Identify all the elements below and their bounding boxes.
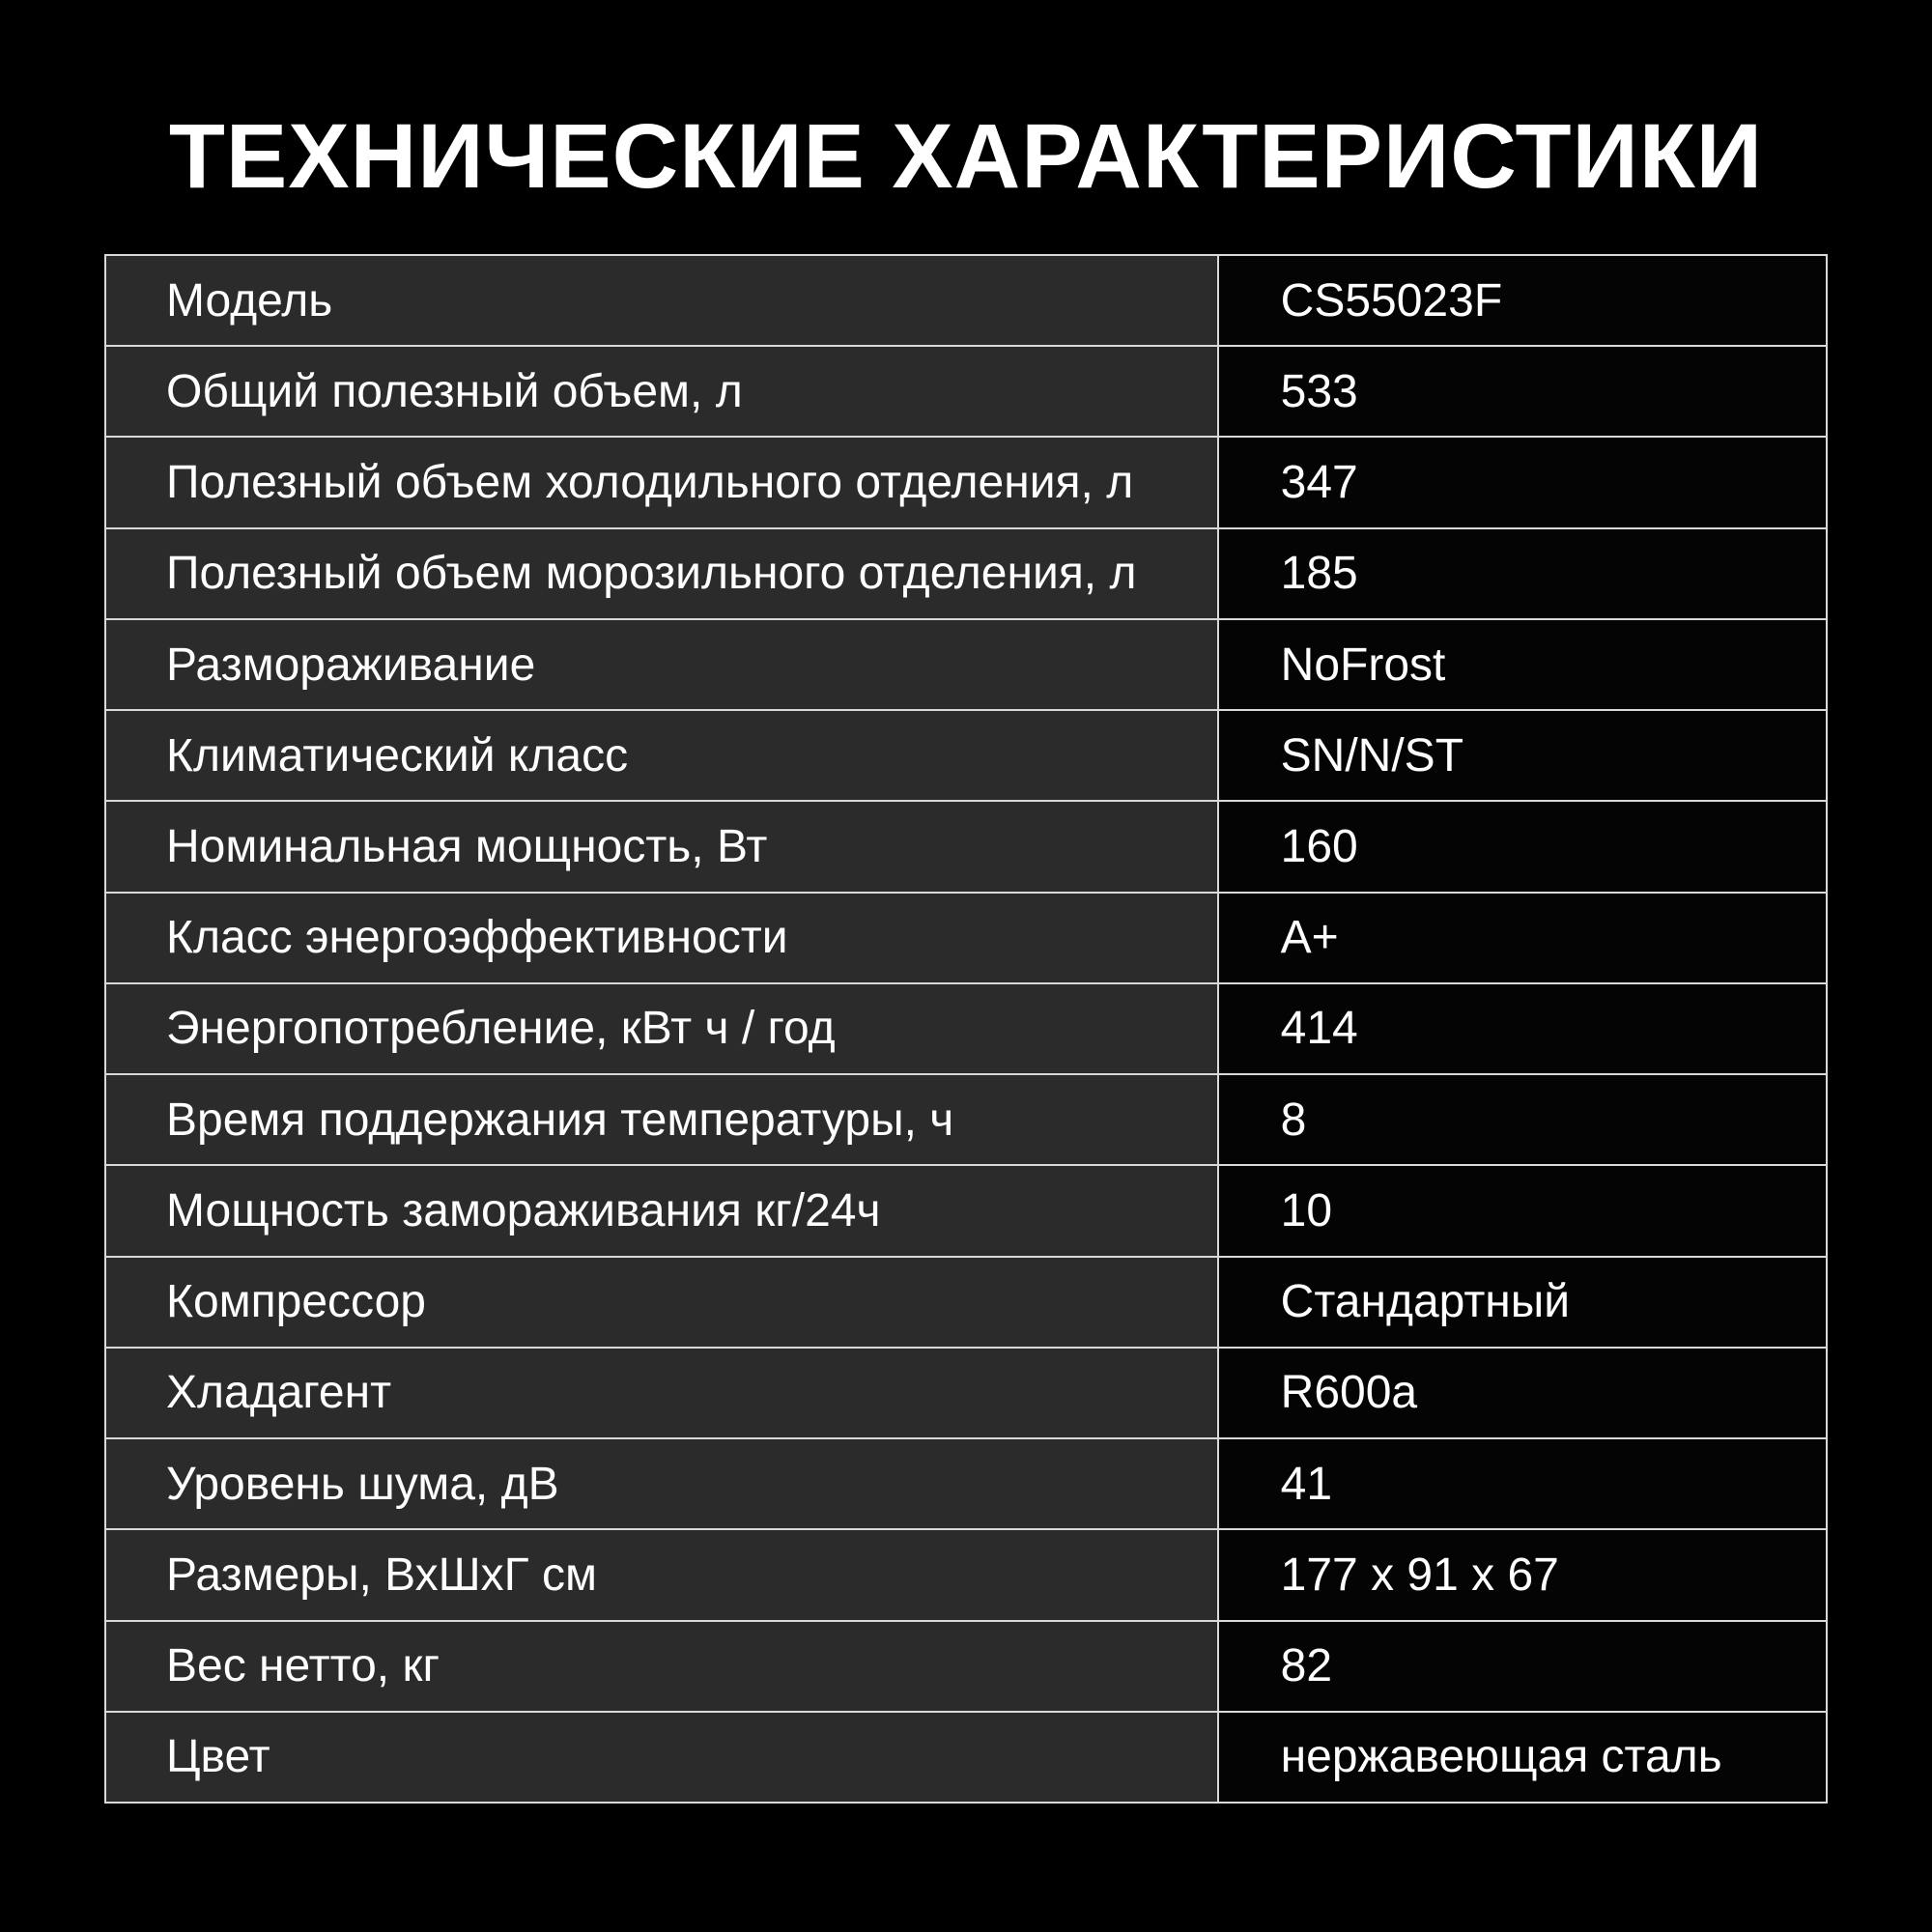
table-row: Класс энергоэффективности A+	[106, 893, 1826, 984]
spec-value: CS55023F	[1218, 256, 1826, 346]
spec-label: Вес нетто, кг	[106, 1621, 1219, 1711]
spec-label: Мощность замораживания кг/24ч	[106, 1166, 1219, 1256]
spec-table: Модель CS55023F Общий полезный объем, л …	[104, 254, 1828, 1804]
table-row: Полезный объем морозильного отделения, л…	[106, 528, 1826, 620]
spec-value: нержавеющая сталь	[1218, 1712, 1826, 1802]
table-row: Хладагент R600a	[106, 1348, 1826, 1440]
spec-label: Цвет	[106, 1712, 1219, 1802]
table-row: Цвет нержавеющая сталь	[106, 1712, 1826, 1802]
spec-label: Размеры, ВхШхГ см	[106, 1530, 1219, 1620]
spec-value: 533	[1218, 347, 1826, 437]
spec-value: 10	[1218, 1166, 1826, 1256]
spec-label: Компрессор	[106, 1257, 1219, 1347]
spec-label: Время поддержания температуры, ч	[106, 1075, 1219, 1165]
spec-value: NoFrost	[1218, 619, 1826, 710]
table-row: Общий полезный объем, л 533	[106, 347, 1826, 439]
page-title: ТЕХНИЧЕСКИЕ ХАРАКТЕРИСТИКИ	[168, 105, 1764, 208]
table-row: Время поддержания температуры, ч 8	[106, 1075, 1826, 1167]
spec-label: Модель	[106, 256, 1219, 346]
table-row: Модель CS55023F	[106, 256, 1826, 348]
spec-value: 8	[1218, 1075, 1826, 1165]
table-row: Уровень шума, дВ 41	[106, 1439, 1826, 1531]
table-row: Вес нетто, кг 82	[106, 1621, 1826, 1713]
table-row: Компрессор Стандартный	[106, 1257, 1826, 1349]
table-row: Мощность замораживания кг/24ч 10	[106, 1166, 1826, 1258]
spec-value: A+	[1218, 893, 1826, 982]
table-row: Размораживание NoFrost	[106, 619, 1826, 712]
spec-label: Размораживание	[106, 619, 1219, 710]
spec-label: Хладагент	[106, 1348, 1219, 1438]
spec-value: 414	[1218, 983, 1826, 1074]
spec-value: 41	[1218, 1439, 1826, 1529]
table-row: Полезный объем холодильного отделения, л…	[106, 438, 1826, 529]
spec-label: Климатический класс	[106, 711, 1219, 801]
spec-label: Энергопотребление, кВт ч / год	[106, 983, 1219, 1074]
spec-label: Полезный объем холодильного отделения, л	[106, 438, 1219, 527]
spec-label: Полезный объем морозильного отделения, л	[106, 528, 1219, 618]
table-row: Климатический класс SN/N/ST	[106, 711, 1826, 803]
spec-value: 160	[1218, 802, 1826, 892]
table-row: Номинальная мощность, Вт 160	[106, 802, 1826, 894]
spec-value: 177 x 91 x 67	[1218, 1530, 1826, 1620]
spec-label: Класс энергоэффективности	[106, 893, 1219, 982]
spec-value: SN/N/ST	[1218, 711, 1826, 801]
spec-value: 185	[1218, 528, 1826, 618]
spec-value: 347	[1218, 438, 1826, 527]
spec-value: 82	[1218, 1621, 1826, 1711]
spec-value: R600a	[1218, 1348, 1826, 1438]
spec-value: Стандартный	[1218, 1257, 1826, 1347]
spec-label: Общий полезный объем, л	[106, 347, 1219, 437]
table-row: Размеры, ВхШхГ см 177 x 91 x 67	[106, 1530, 1826, 1622]
spec-label: Номинальная мощность, Вт	[106, 802, 1219, 892]
table-row: Энергопотребление, кВт ч / год 414	[106, 983, 1826, 1076]
spec-label: Уровень шума, дВ	[106, 1439, 1219, 1529]
